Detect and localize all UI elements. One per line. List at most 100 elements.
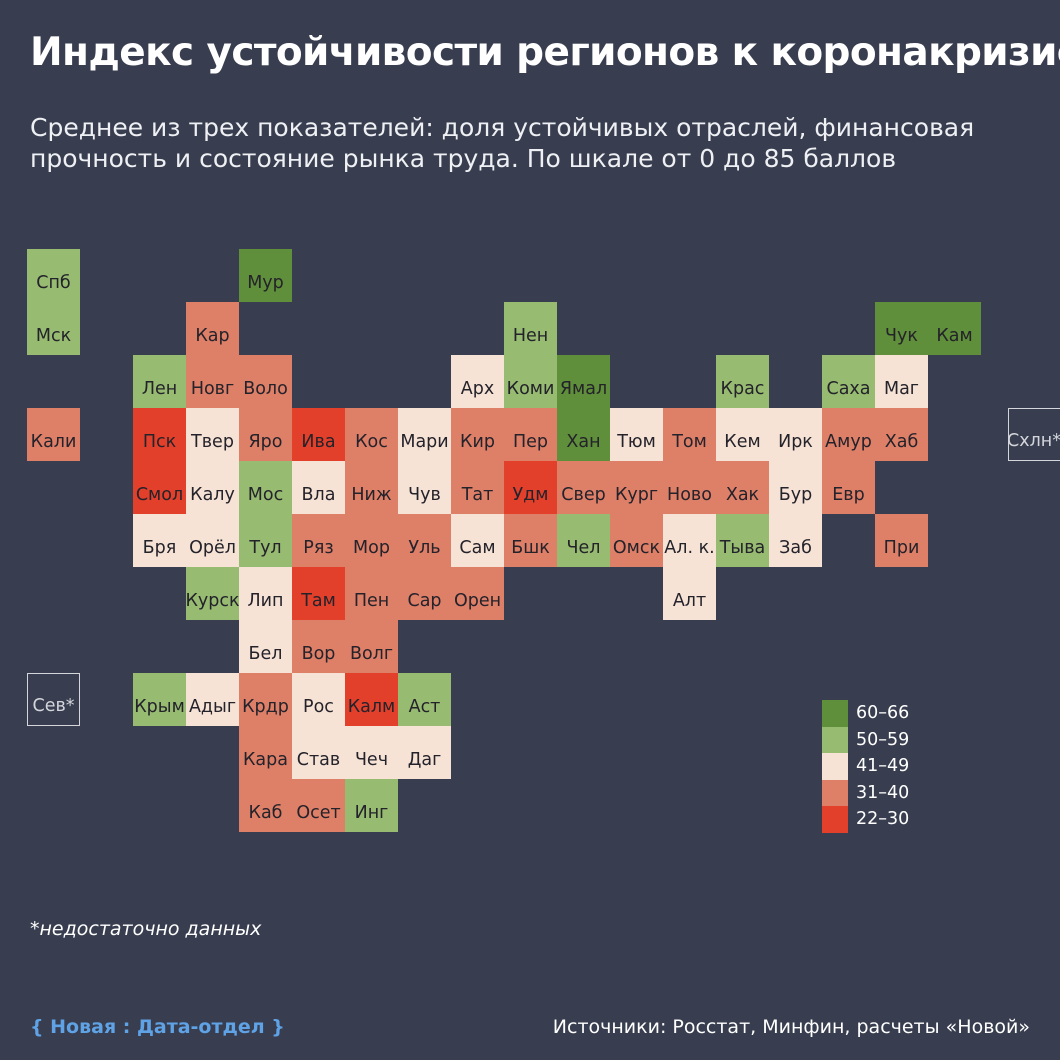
region-tile: Ряз xyxy=(292,514,345,567)
region-tile: Кир xyxy=(451,408,504,461)
legend-label: 31–40 xyxy=(856,782,910,803)
region-tile: Саха xyxy=(822,355,875,408)
region-tile: Кар xyxy=(186,302,239,355)
region-tile: Сам xyxy=(451,514,504,567)
region-tile: Кем xyxy=(716,408,769,461)
region-tile: Новг xyxy=(186,355,239,408)
region-tile: Коми xyxy=(504,355,557,408)
legend-item: 31–40 xyxy=(822,779,910,806)
region-tile: Даг xyxy=(398,726,451,779)
brand-logo: { Новая : Дата-отдел } xyxy=(30,1016,285,1038)
region-tile: Рос xyxy=(292,673,345,726)
sources-note: Источники: Росстат, Минфин, расчеты «Нов… xyxy=(552,1016,1030,1038)
region-tile: Евр xyxy=(822,461,875,514)
region-tile: Кург xyxy=(610,461,663,514)
legend-item: 22–30 xyxy=(822,806,909,833)
region-tile: Бур xyxy=(769,461,822,514)
footnote: *недостаточно данных xyxy=(30,918,262,940)
region-tile: Ново xyxy=(663,461,716,514)
legend-label: 50–59 xyxy=(856,729,910,750)
region-tile: Лип xyxy=(239,567,292,620)
region-tile: Уль xyxy=(398,514,451,567)
region-tile: Бел xyxy=(239,620,292,673)
region-tile: Мор xyxy=(345,514,398,567)
region-tile: Курск xyxy=(185,567,240,620)
legend-label: 22–30 xyxy=(856,809,910,830)
region-tile: Каб xyxy=(239,779,292,832)
region-tile: Осет xyxy=(292,779,345,832)
region-tile: Чук xyxy=(875,302,928,355)
legend: 60–66 50–59 41–49 31–40 22–30 xyxy=(822,700,909,833)
region-tile: Крым xyxy=(133,673,186,726)
legend-swatch xyxy=(822,700,848,727)
region-tile: Маг xyxy=(875,355,928,408)
region-tile: Лен xyxy=(133,355,186,408)
legend-label: 41–49 xyxy=(856,756,910,777)
region-tile: Калм xyxy=(345,673,398,726)
region-tile: Бря xyxy=(133,514,186,567)
region-tile: Чув xyxy=(398,461,451,514)
region-tile: Калу xyxy=(186,461,239,514)
region-tile: Орёл xyxy=(186,514,239,567)
legend-item: 41–49 xyxy=(822,753,909,780)
legend-label: 60–66 xyxy=(856,703,910,724)
region-tile: Хан xyxy=(557,408,610,461)
legend-swatch xyxy=(822,726,848,753)
region-tile: Чеч xyxy=(345,726,398,779)
region-tile: Тыва xyxy=(716,514,769,567)
region-tile: Хак xyxy=(716,461,769,514)
region-tile: Там xyxy=(292,567,345,620)
region-tile: Крдр xyxy=(239,673,292,726)
region-tile: Твер xyxy=(186,408,239,461)
region-tile: Кара xyxy=(239,726,292,779)
region-tile: Алт xyxy=(663,567,716,620)
region-tile: Кос xyxy=(345,408,398,461)
region-tile: Ива xyxy=(292,408,345,461)
region-tile: Тюм xyxy=(610,408,663,461)
page-title: Индекс устойчивости регионов к коронакри… xyxy=(30,30,1060,75)
legend-item: 60–66 xyxy=(822,700,909,727)
region-tile: Тул xyxy=(239,514,292,567)
region-tile: Сев* xyxy=(27,673,80,726)
region-tile: Омск xyxy=(610,514,663,567)
region-tile: Тат xyxy=(451,461,504,514)
region-tile: Мос xyxy=(239,461,292,514)
region-tile: Ямал xyxy=(557,355,610,408)
legend-swatch xyxy=(822,806,848,833)
region-tile: При xyxy=(875,514,928,567)
region-tile: Пер xyxy=(504,408,557,461)
region-tile: Сар xyxy=(398,567,451,620)
region-tile: Аст xyxy=(398,673,451,726)
region-tile: Смол xyxy=(133,461,186,514)
region-tile: Вор xyxy=(292,620,345,673)
region-tile: Заб xyxy=(769,514,822,567)
region-tile: Кам xyxy=(928,302,981,355)
legend-item: 50–59 xyxy=(822,726,910,753)
region-tile: Орен xyxy=(451,567,504,620)
region-tile: Том xyxy=(663,408,716,461)
region-tile: Чел xyxy=(557,514,610,567)
region-tile: Амур xyxy=(822,408,875,461)
region-tile: Вла xyxy=(292,461,345,514)
region-tile: Инг xyxy=(345,779,398,832)
region-tile: Удм xyxy=(504,461,557,514)
region-tile: Бшк xyxy=(504,514,557,567)
region-tile: Спб xyxy=(27,249,80,302)
region-tile: Свер xyxy=(557,461,610,514)
region-tile: Пен xyxy=(345,567,398,620)
region-tile: Крас xyxy=(716,355,769,408)
legend-swatch xyxy=(822,753,848,780)
region-tile: Мари xyxy=(398,408,451,461)
region-tile: Нен xyxy=(504,302,557,355)
region-tile: Арх xyxy=(451,355,504,408)
region-tile: Воло xyxy=(239,355,292,408)
region-tile: Кали xyxy=(27,408,80,461)
region-tile: Став xyxy=(292,726,345,779)
region-tile: Адыг xyxy=(186,673,239,726)
region-tile: Волг xyxy=(345,620,398,673)
region-tile: Яро xyxy=(239,408,292,461)
region-tile: Мур xyxy=(239,249,292,302)
region-tile: Пск xyxy=(133,408,186,461)
region-tile: Хаб xyxy=(875,408,928,461)
